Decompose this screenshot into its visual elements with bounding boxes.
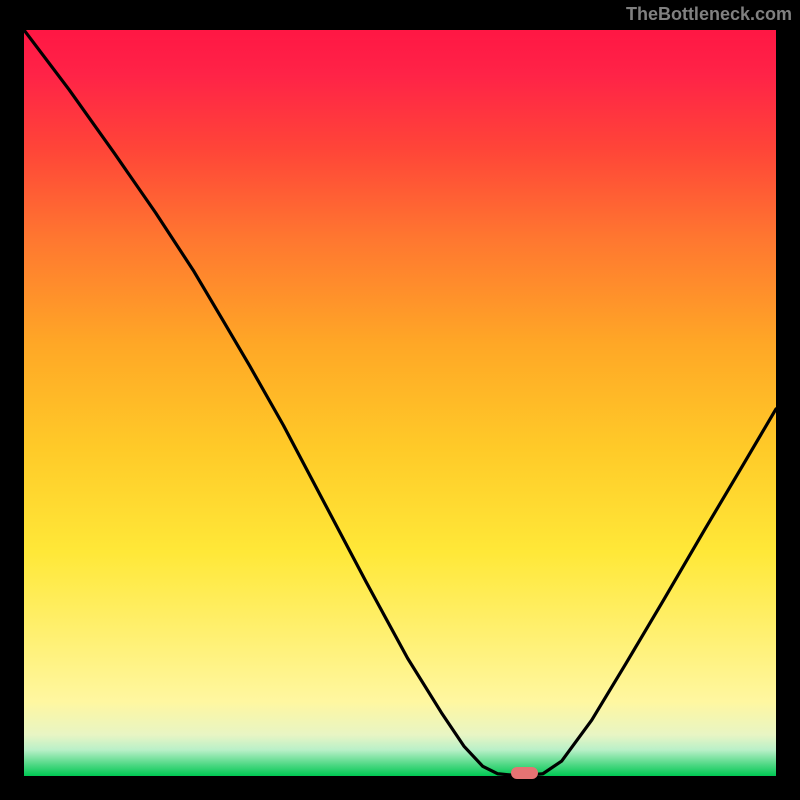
watermark-label: TheBottleneck.com — [626, 4, 792, 25]
chart-container: TheBottleneck.com — [0, 0, 800, 800]
optimal-marker — [511, 767, 538, 779]
bottleneck-curve — [24, 30, 776, 776]
plot-area — [24, 30, 776, 776]
